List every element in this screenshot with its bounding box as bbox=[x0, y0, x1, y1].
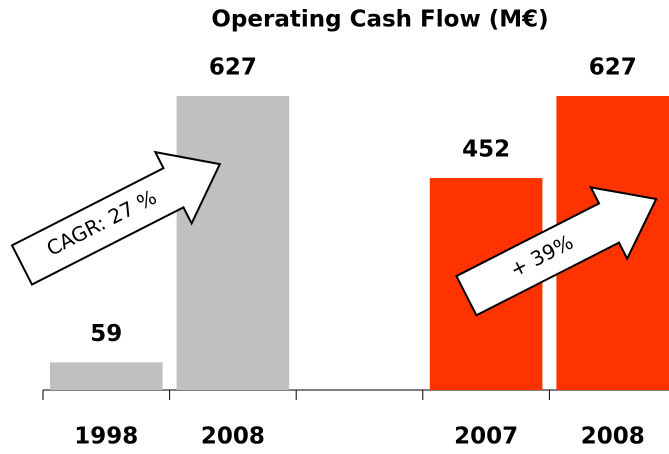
cagr-arrow: CAGR: 27 % bbox=[10, 150, 222, 286]
data-label: 627 bbox=[589, 55, 637, 81]
data-label: 452 bbox=[462, 137, 510, 163]
x-tick-label: 2008 bbox=[581, 424, 645, 450]
bar bbox=[50, 362, 163, 390]
x-tick-label: 2007 bbox=[454, 424, 518, 450]
data-label: 627 bbox=[209, 55, 257, 81]
data-label: 59 bbox=[90, 321, 122, 347]
x-tick-label: 2008 bbox=[201, 424, 265, 450]
x-tick-label: 1998 bbox=[74, 424, 138, 450]
chart-title: Operating Cash Flow (M€) bbox=[211, 7, 548, 33]
bar bbox=[176, 96, 290, 390]
